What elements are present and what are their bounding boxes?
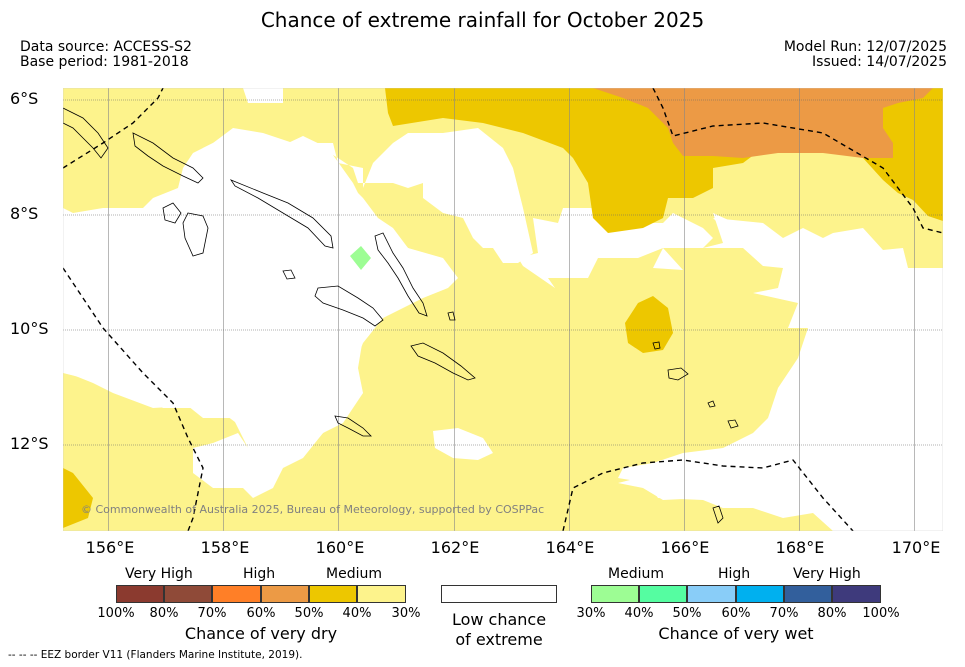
- wet-cat-very-high: Very High: [793, 566, 861, 582]
- lon-label-160e: 160°E: [315, 538, 365, 557]
- wet-tick: 60%: [721, 606, 751, 621]
- low-chance-line-2: of extreme: [455, 630, 543, 649]
- dry-swatch-3: [212, 585, 261, 603]
- dry-cat-medium: Medium: [326, 566, 382, 582]
- dry-tick: 100%: [97, 606, 135, 621]
- dry-tick: 50%: [294, 606, 324, 621]
- island-outlines: [63, 107, 739, 524]
- region-low-chance: [313, 128, 533, 263]
- data-source: Data source: ACCESS-S2: [20, 39, 192, 55]
- wet-swatch-2: [639, 585, 687, 603]
- dry-swatch-1: [116, 585, 164, 603]
- lon-label-162e: 162°E: [430, 538, 480, 557]
- copyright-text: © Commonwealth of Australia 2025, Bureau…: [81, 503, 544, 516]
- run-info: Model Run: 12/07/2025 Issued: 14/07/2025: [784, 40, 947, 70]
- dry-swatch-2: [164, 585, 212, 603]
- lon-label-164e: 164°E: [545, 538, 595, 557]
- dry-swatch-6: [357, 585, 406, 603]
- wet-swatch-4: [736, 585, 784, 603]
- base-period: Base period: 1981-2018: [20, 54, 189, 70]
- wet-cat-high: High: [718, 566, 751, 582]
- dry-colorbar: [116, 585, 406, 603]
- wet-swatch-1: [591, 585, 639, 603]
- wet-cat-medium: Medium: [608, 566, 664, 582]
- lon-label-156e: 156°E: [85, 538, 135, 557]
- lat-label-12s: 12°S: [10, 434, 49, 453]
- latitude-lines: [63, 99, 943, 446]
- dry-swatch-5: [309, 585, 357, 603]
- chart-title: Chance of extreme rainfall for October 2…: [260, 8, 705, 32]
- lon-label-158e: 158°E: [200, 538, 250, 557]
- lat-label-10s: 10°S: [10, 319, 49, 338]
- data-info: Data source: ACCESS-S2 Base period: 1981…: [20, 40, 192, 70]
- wet-legend-title: Chance of very wet: [658, 624, 814, 643]
- issued-date: Issued: 14/07/2025: [812, 54, 947, 70]
- low-chance-title: Low chance of extreme: [421, 610, 577, 650]
- wet-colorbar: [591, 585, 881, 603]
- lon-label-168e: 168°E: [775, 538, 825, 557]
- wet-tick: 40%: [624, 606, 654, 621]
- region-high-dry-3: [63, 468, 93, 528]
- model-run: Model Run: 12/07/2025: [783, 39, 947, 55]
- wet-tick: 100%: [862, 606, 900, 621]
- lon-label-166e: 166°E: [660, 538, 710, 557]
- dry-tick: 30%: [391, 606, 421, 621]
- dry-swatch-4: [261, 585, 309, 603]
- wet-swatch-6: [832, 585, 881, 603]
- region-low-chance-2: [63, 133, 458, 458]
- region-medium-dry: [63, 88, 943, 531]
- dry-legend-title: Chance of very dry: [184, 624, 338, 643]
- lat-label-6s: 6°S: [10, 89, 39, 108]
- dry-tick: 40%: [342, 606, 372, 621]
- eez-borders: [63, 88, 943, 531]
- low-chance-swatch: [441, 585, 557, 603]
- dry-tick: 60%: [246, 606, 276, 621]
- dry-tick: 70%: [197, 606, 227, 621]
- low-chance-line-1: Low chance: [451, 610, 547, 629]
- wet-tick: 30%: [576, 606, 606, 621]
- dry-tick: 80%: [149, 606, 179, 621]
- rainfall-map: © Commonwealth of Australia 2025, Bureau…: [63, 88, 943, 531]
- wet-swatch-5: [784, 585, 832, 603]
- wet-tick: 50%: [672, 606, 702, 621]
- graticule: [108, 88, 915, 531]
- dry-cat-high: High: [243, 566, 276, 582]
- eez-footnote: -- -- -- EEZ border V11 (Flanders Marine…: [8, 649, 303, 661]
- lat-label-8s: 8°S: [10, 204, 39, 223]
- region-orange-dry: [593, 88, 933, 158]
- dry-cat-very-high: Very High: [125, 566, 193, 582]
- region-low-chance-5: [618, 468, 943, 531]
- region-low-chance-4: [713, 218, 863, 268]
- wet-tick: 70%: [769, 606, 799, 621]
- region-high-dry-2: [625, 296, 673, 353]
- region-low-chance-3: [433, 428, 493, 460]
- region-medium-wet: [350, 246, 371, 270]
- wet-tick: 80%: [817, 606, 847, 621]
- lon-label-170e: 170°E: [891, 538, 941, 557]
- wet-swatch-3: [687, 585, 736, 603]
